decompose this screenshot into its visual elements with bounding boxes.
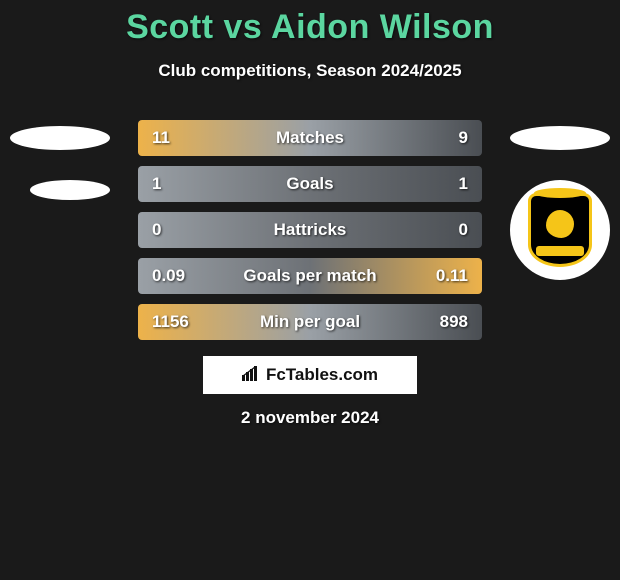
date-text: 2 november 2024 xyxy=(0,408,620,428)
crest-emblem xyxy=(546,210,574,238)
fctables-logo: FcTables.com xyxy=(203,356,417,394)
stat-row: 1156 Min per goal 898 xyxy=(138,304,482,340)
player-right-badge xyxy=(510,180,610,280)
stat-row: 0 Hattricks 0 xyxy=(138,212,482,248)
club-crest-icon xyxy=(528,193,592,267)
stat-right-value: 9 xyxy=(459,128,468,148)
stat-label: Matches xyxy=(276,128,344,148)
bar-chart-icon xyxy=(242,365,262,386)
stat-left-value: 0.09 xyxy=(152,266,185,286)
stat-label: Goals per match xyxy=(243,266,376,286)
stat-row: 1 Goals 1 xyxy=(138,166,482,202)
stat-right-value: 1 xyxy=(459,174,468,194)
page-subtitle: Club competitions, Season 2024/2025 xyxy=(0,61,620,81)
stat-row: 0.09 Goals per match 0.11 xyxy=(138,258,482,294)
logo-text: FcTables.com xyxy=(266,365,378,385)
stat-row: 11 Matches 9 xyxy=(138,120,482,156)
ellipse-shape xyxy=(10,126,110,150)
stat-label: Goals xyxy=(286,174,333,194)
stat-right-value: 898 xyxy=(440,312,468,332)
ellipse-shape xyxy=(510,126,610,150)
stat-label: Hattricks xyxy=(274,220,347,240)
ellipse-shape xyxy=(30,180,110,200)
stat-right-value: 0.11 xyxy=(436,266,468,286)
stat-left-value: 1156 xyxy=(152,312,189,332)
crest-banner xyxy=(536,246,584,256)
stat-left-value: 11 xyxy=(152,128,170,148)
stat-right-value: 0 xyxy=(459,220,468,240)
stat-left-value: 1 xyxy=(152,174,161,194)
stats-table: 11 Matches 9 1 Goals 1 0 Hattricks 0 0.09 Goals pe… xyxy=(138,120,482,350)
player-left-badge xyxy=(10,130,110,230)
page-title: Scott vs Aidon Wilson xyxy=(0,0,620,47)
stat-left-value: 0 xyxy=(152,220,161,240)
stat-label: Min per goal xyxy=(260,312,360,332)
